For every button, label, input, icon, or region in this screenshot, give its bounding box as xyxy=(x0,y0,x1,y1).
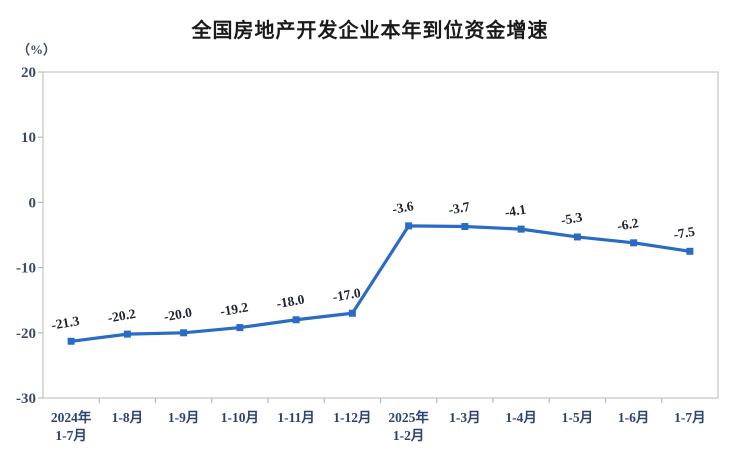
data-point-label: -21.3 xyxy=(50,313,81,333)
x-axis-category-label: 1-9月 xyxy=(168,410,200,425)
data-point-marker xyxy=(405,222,413,230)
data-point-label: -17.0 xyxy=(331,285,362,305)
x-axis-category-label: 2024年 1-7月 xyxy=(51,409,92,443)
x-axis-category-label: 1-6月 xyxy=(618,410,650,425)
x-axis-category-label: 1-8月 xyxy=(112,410,144,425)
data-point-label: -19.2 xyxy=(219,299,250,319)
data-point-label: -5.3 xyxy=(560,209,584,228)
x-axis-category-label: 1-11月 xyxy=(277,410,315,425)
y-axis-tick-label: -10 xyxy=(16,261,36,277)
data-point-marker xyxy=(292,316,300,324)
data-point-label: -4.1 xyxy=(504,201,528,220)
y-axis-tick-label: -20 xyxy=(16,326,36,342)
data-point-marker xyxy=(630,239,638,247)
y-axis-tick-label: 10 xyxy=(21,130,36,146)
unit-label: （%） xyxy=(17,42,57,57)
data-point-label: -7.5 xyxy=(672,224,696,243)
data-point-marker xyxy=(348,309,356,317)
plot-area-border xyxy=(42,71,719,399)
x-axis-category-label: 1-12月 xyxy=(333,410,371,425)
x-axis-category-label: 1-4月 xyxy=(505,410,537,425)
x-axis-category-label: 1-10月 xyxy=(221,410,259,425)
data-point-label: -3.6 xyxy=(391,198,415,217)
data-point-label: -20.0 xyxy=(163,304,194,324)
x-axis-category-label: 1-3月 xyxy=(449,410,481,425)
x-axis-category-label: 1-5月 xyxy=(562,410,594,425)
x-axis-category-label: 1-7月 xyxy=(674,410,706,425)
data-point-marker xyxy=(180,329,188,337)
data-point-label: -3.7 xyxy=(447,199,471,218)
data-point-label: -6.2 xyxy=(616,215,640,234)
data-point-marker xyxy=(67,337,75,345)
chart-title: 全国房地产开发企业本年到位资金增速 xyxy=(191,20,549,42)
data-point-marker xyxy=(573,233,581,241)
data-point-marker xyxy=(517,225,525,233)
data-point-marker xyxy=(123,330,131,338)
y-axis-tick-label: -30 xyxy=(16,391,36,407)
data-point-marker xyxy=(236,324,244,332)
y-axis-tick-label: 20 xyxy=(21,65,36,81)
data-point-label: -20.2 xyxy=(106,306,137,326)
y-axis-tick-label: 0 xyxy=(29,195,37,211)
data-point-marker xyxy=(686,247,694,255)
x-axis-category-label: 2025年 1-2月 xyxy=(388,409,429,443)
series-line xyxy=(70,224,691,343)
data-point-label: -18.0 xyxy=(275,291,306,311)
data-point-marker xyxy=(461,223,469,231)
